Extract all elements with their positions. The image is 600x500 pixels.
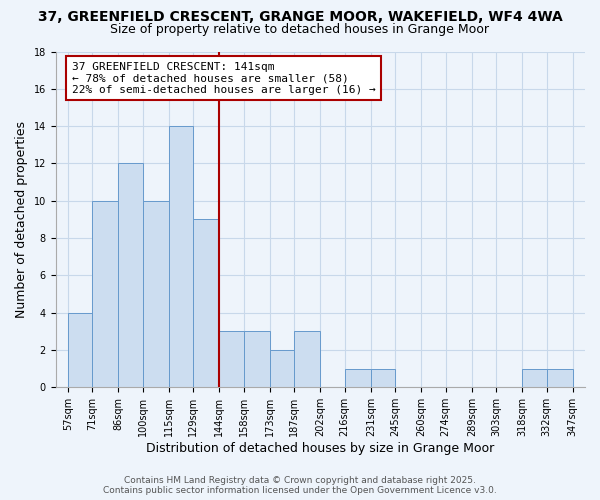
Bar <box>193 220 220 388</box>
Bar <box>294 332 320 388</box>
X-axis label: Distribution of detached houses by size in Grange Moor: Distribution of detached houses by size … <box>146 442 494 455</box>
Text: Size of property relative to detached houses in Grange Moor: Size of property relative to detached ho… <box>110 22 490 36</box>
Bar <box>68 312 92 388</box>
Y-axis label: Number of detached properties: Number of detached properties <box>15 121 28 318</box>
Bar <box>345 368 371 388</box>
Bar <box>547 368 573 388</box>
Text: 37, GREENFIELD CRESCENT, GRANGE MOOR, WAKEFIELD, WF4 4WA: 37, GREENFIELD CRESCENT, GRANGE MOOR, WA… <box>38 10 562 24</box>
Bar <box>244 332 270 388</box>
Text: 37 GREENFIELD CRESCENT: 141sqm
← 78% of detached houses are smaller (58)
22% of : 37 GREENFIELD CRESCENT: 141sqm ← 78% of … <box>71 62 375 95</box>
Bar <box>92 201 118 388</box>
Bar <box>169 126 193 388</box>
Bar <box>523 368 547 388</box>
Bar <box>371 368 395 388</box>
Bar <box>270 350 294 388</box>
Bar <box>143 201 169 388</box>
Bar <box>220 332 244 388</box>
Text: Contains HM Land Registry data © Crown copyright and database right 2025.
Contai: Contains HM Land Registry data © Crown c… <box>103 476 497 495</box>
Bar <box>118 164 143 388</box>
